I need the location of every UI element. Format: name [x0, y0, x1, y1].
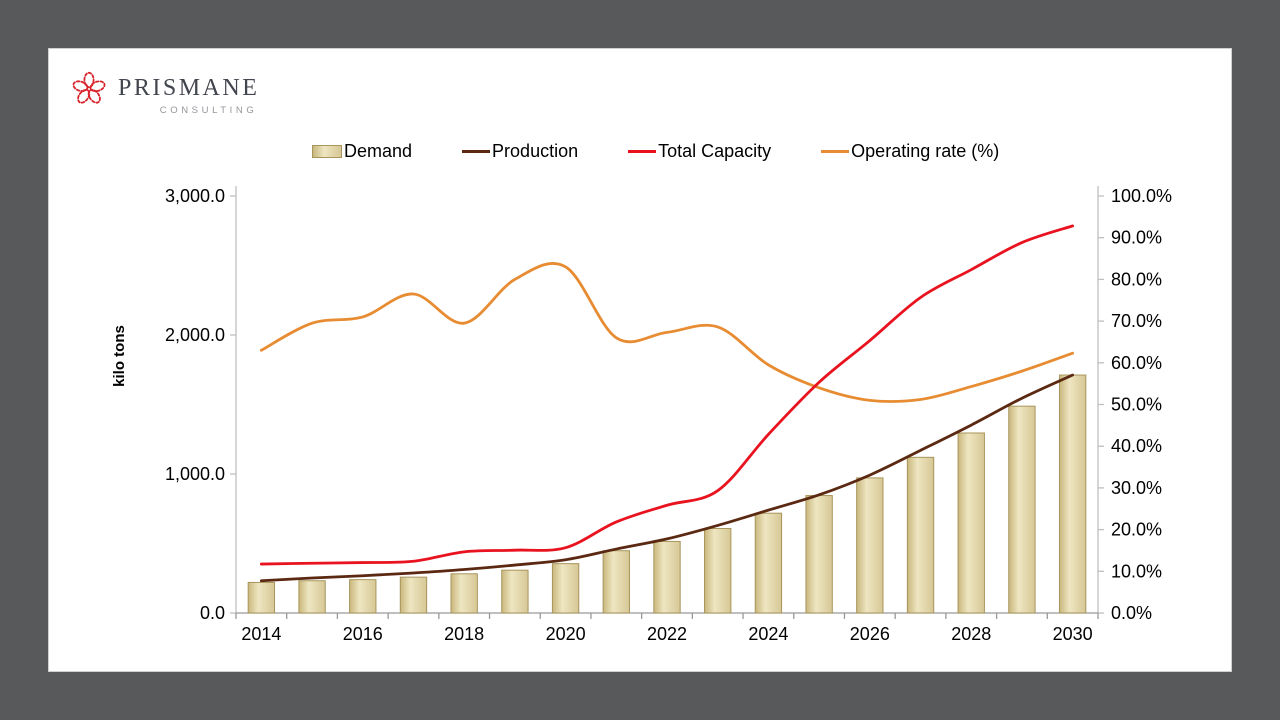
right-axis-tick-label: 50.0%: [1111, 395, 1162, 415]
left-axis-tick-label: 2,000.0: [165, 325, 225, 345]
demand-bar-2026: [856, 477, 884, 614]
demand-bar-2014: [247, 581, 276, 614]
x-axis-tick-label: 2026: [850, 624, 890, 644]
legend-item-total-capacity: Total Capacity: [628, 141, 771, 162]
demand-bar-2030: [1058, 374, 1087, 614]
brand-name: PRISMANE: [118, 75, 260, 101]
total-capacity-line-swatch: [628, 150, 657, 153]
total-capacity-line: [259, 224, 1075, 566]
legend-label-demand: Demand: [344, 141, 413, 161]
prismane-flower-icon: [72, 71, 106, 104]
logo-petal: [87, 88, 101, 104]
right-axis-tick-label: 90.0%: [1111, 228, 1162, 248]
demand-bar-2025: [805, 495, 833, 614]
right-axis-tick-label: 100.0%: [1111, 186, 1172, 206]
operating-rate-line: [259, 262, 1075, 403]
demand-bar-2020: [551, 563, 580, 614]
x-axis-tick-label: 2022: [647, 624, 687, 644]
logo-petal: [83, 71, 95, 89]
demand-bar-2023: [704, 527, 732, 614]
right-axis-tick-label: 0.0%: [1111, 603, 1152, 623]
left-axis-tick-label: 3,000.0: [165, 186, 225, 206]
demand-bar-2019: [501, 569, 529, 614]
demand-bars: [247, 374, 1087, 614]
demand-bar-2021: [602, 550, 630, 614]
demand-bar-2028: [957, 432, 985, 614]
chart-legend: Demand Production Total Capacity Operati…: [312, 141, 999, 162]
left-axis-tick-label: 1,000.0: [165, 464, 225, 484]
legend-label-total-capacity: Total Capacity: [658, 141, 772, 161]
legend-item-demand: Demand: [312, 141, 412, 162]
x-axis-tick-label: 2028: [951, 624, 991, 644]
demand-bar-2029: [1008, 405, 1036, 614]
x-axis-tick-label: 2014: [241, 624, 281, 644]
operating-rate-line-swatch: [821, 150, 850, 153]
production-line: [259, 373, 1075, 583]
demand-bar-2018: [450, 573, 478, 614]
demand-bar-2022: [653, 540, 681, 614]
demand-bar-2015: [298, 580, 326, 614]
x-axis-tick-label: 2020: [546, 624, 586, 644]
combo-chart: 0.0 1,000.0 2,000.0 3,000.0 kilo tons 0.0% 10.…: [111, 186, 1172, 644]
left-axis: 0.0 1,000.0 2,000.0 3,000.0 kilo tons: [111, 186, 236, 623]
right-axis-tick-label: 30.0%: [1111, 478, 1162, 498]
production-line-swatch: [462, 150, 491, 153]
logo-petal: [72, 80, 89, 93]
logo-petal: [89, 80, 106, 93]
right-axis-tick-label: 40.0%: [1111, 436, 1162, 456]
prismane-logo: PRISMANE CONSULTING: [69, 67, 259, 116]
x-axis-tick-label: 2030: [1053, 624, 1093, 644]
right-axis-tick-label: 60.0%: [1111, 353, 1162, 373]
left-axis-tick-label: 0.0: [200, 603, 225, 623]
right-axis-tick-label: 20.0%: [1111, 520, 1162, 540]
demand-bar-2024: [754, 512, 783, 614]
legend-label-production: Production: [492, 141, 579, 161]
right-axis: 0.0% 10.0% 20.0% 30.0% 40.0% 50.0% 60.0% 70.0% 8…: [1098, 186, 1172, 623]
demand-bar-swatch: [312, 145, 342, 158]
right-axis-tick-label: 70.0%: [1111, 311, 1162, 331]
legend-item-operating-rate: Operating rate (%): [821, 141, 999, 162]
logo-petal: [77, 88, 91, 104]
report-card: PRISMANE CONSULTING Demand Production To…: [48, 48, 1232, 672]
x-axis: 2014 2016 2018 2020 2022 2024 2026 2028 2030: [235, 613, 1099, 644]
demand-bar-2027: [906, 456, 935, 614]
right-axis-tick-label: 10.0%: [1111, 561, 1162, 581]
left-axis-title: kilo tons: [111, 325, 128, 387]
x-axis-tick-label: 2024: [748, 624, 788, 644]
legend-label-operating-rate: Operating rate (%): [851, 141, 1000, 161]
x-axis-tick-label: 2018: [444, 624, 484, 644]
demand-bar-2016: [349, 579, 377, 614]
x-axis-tick-label: 2016: [343, 624, 383, 644]
demand-bar-2017: [399, 576, 428, 614]
logo-text: PRISMANE CONSULTING: [118, 67, 259, 116]
brand-tagline: CONSULTING: [159, 104, 258, 116]
legend-item-production: Production: [462, 141, 578, 162]
right-axis-tick-label: 80.0%: [1111, 269, 1162, 289]
